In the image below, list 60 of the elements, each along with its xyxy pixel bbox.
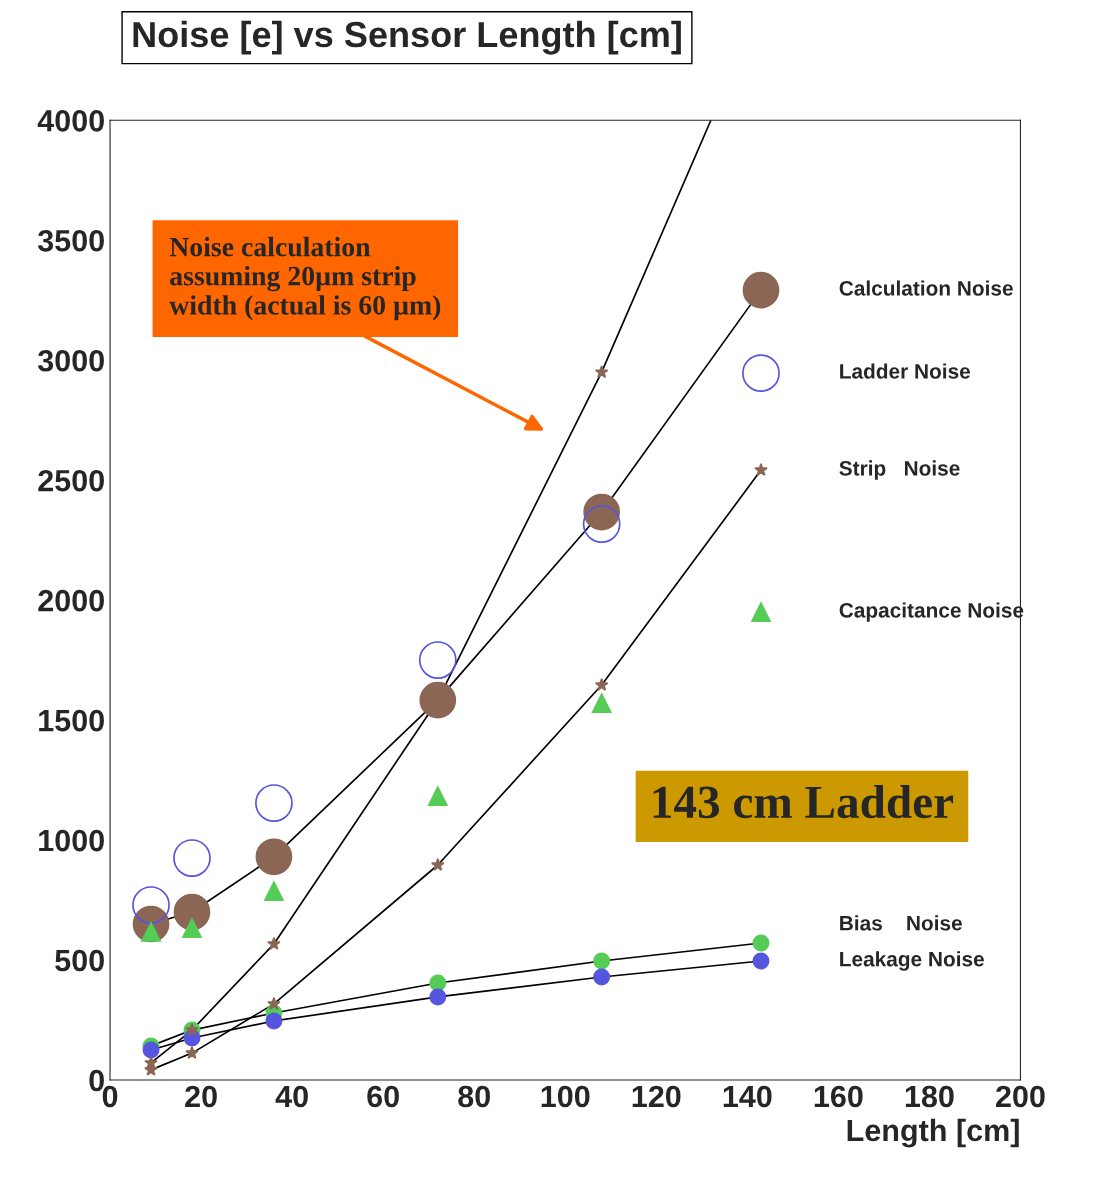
text: Ladder Noise xyxy=(840,363,971,379)
point xyxy=(132,886,170,924)
point xyxy=(264,881,284,902)
point xyxy=(752,934,770,952)
point xyxy=(185,1046,199,1059)
point xyxy=(431,857,445,871)
x-tick-label: 80 xyxy=(458,1085,490,1108)
point xyxy=(267,996,281,1010)
point xyxy=(255,784,293,822)
y-tick-label: 4000 xyxy=(37,109,104,132)
text: Leakage Noise xyxy=(840,951,984,971)
x-tick-label: 20 xyxy=(185,1085,217,1108)
x-tick-label: 60 xyxy=(367,1085,399,1108)
point xyxy=(742,354,780,393)
point xyxy=(593,968,611,986)
point xyxy=(754,462,768,476)
text: Bias Noise xyxy=(840,915,962,931)
text: Calculation Noise xyxy=(839,280,1013,296)
point xyxy=(593,952,611,970)
point xyxy=(265,1012,283,1030)
point xyxy=(742,271,780,309)
point xyxy=(594,677,609,691)
point xyxy=(429,974,447,992)
point xyxy=(182,918,202,938)
y-tick-label: 1500 xyxy=(39,709,104,732)
x-tick-label: 180 xyxy=(905,1085,954,1108)
point xyxy=(429,988,447,1006)
point xyxy=(591,693,612,713)
x-tick-label: 120 xyxy=(632,1085,681,1108)
point xyxy=(267,936,281,950)
text: Strip Noise xyxy=(839,460,960,480)
point xyxy=(583,493,621,531)
point xyxy=(427,786,448,806)
point xyxy=(582,505,621,543)
point xyxy=(173,893,211,931)
y-tick-label: 1000 xyxy=(39,829,104,852)
annotation: 143 cm Ladder xyxy=(653,785,954,819)
point xyxy=(594,365,609,379)
point xyxy=(752,952,770,970)
x-tick-label: 160 xyxy=(814,1085,863,1108)
point xyxy=(255,838,293,876)
x-tick-label: 140 xyxy=(723,1085,772,1108)
y-tick-label: 500 xyxy=(55,949,104,972)
x-tick-label: 0 xyxy=(102,1085,118,1108)
x-axis-title: Length [cm] xyxy=(847,1118,1019,1148)
y-tick-label: 2000 xyxy=(38,589,104,612)
point xyxy=(419,681,457,719)
y-tick-label: 2500 xyxy=(38,469,104,492)
y-tick-label: 3500 xyxy=(37,229,104,252)
annotation: Noise calculation assuming 20µm strip width (actual is 60 µm) xyxy=(169,236,441,321)
y-tick-label: 0 xyxy=(89,1069,104,1092)
point xyxy=(142,1041,160,1059)
point xyxy=(751,602,771,622)
point xyxy=(173,839,211,877)
x-tick-label: 200 xyxy=(996,1085,1045,1108)
y-tick-label: 3000 xyxy=(37,349,104,372)
x-tick-label: 40 xyxy=(275,1085,308,1108)
chart-title: Noise [e] vs Sensor Length [cm] xyxy=(133,20,681,55)
x-tick-label: 100 xyxy=(541,1085,590,1108)
point xyxy=(418,641,457,679)
